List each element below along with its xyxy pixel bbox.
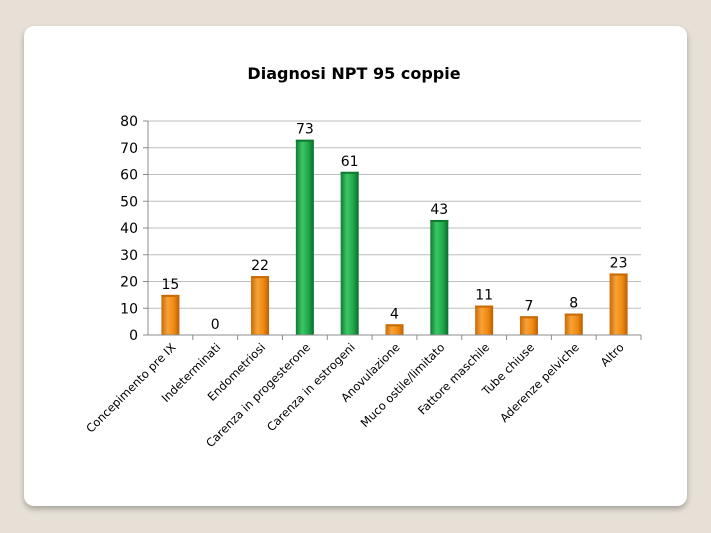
y-tick-label: 20	[120, 275, 138, 291]
x-tick-label: Concepimento pre IX	[83, 340, 178, 435]
gridlines	[148, 120, 641, 309]
bar	[430, 219, 449, 335]
bar	[340, 171, 359, 335]
y-tick-label: 50	[120, 194, 138, 210]
bar	[519, 316, 538, 335]
data-label: 22	[251, 258, 269, 274]
bar-top-edge	[609, 273, 628, 276]
bar	[385, 324, 404, 335]
bar	[609, 273, 628, 335]
bar	[475, 305, 494, 335]
bar	[564, 313, 583, 335]
bar-top-edge	[430, 219, 449, 222]
y-axis-ticks: 0 10 20 30 40 50 60 70 80	[120, 114, 148, 344]
x-tick-label: Carenza in estrogeni	[264, 340, 358, 434]
data-label: 61	[341, 154, 359, 170]
data-label: 8	[569, 296, 578, 312]
data-label: 4	[390, 306, 399, 322]
bar-top-edge	[161, 294, 180, 297]
x-tick-label: Altro	[598, 340, 627, 369]
bar-top-edge	[251, 276, 270, 279]
y-tick-label: 70	[120, 141, 138, 157]
chart-title: Diagnosi NPT 95 coppie	[247, 64, 460, 83]
x-tick-label: Muco ostile/limitato	[358, 340, 448, 430]
data-label: 7	[524, 298, 533, 314]
y-tick-label: 60	[120, 168, 138, 184]
y-tick-label: 0	[129, 328, 138, 344]
y-tick-label: 40	[120, 221, 138, 237]
bar	[161, 294, 180, 335]
y-tick-label: 30	[120, 248, 138, 264]
data-label: 0	[211, 317, 220, 333]
x-tick-label: Aderenze pelviche	[497, 340, 582, 425]
bar-top-edge	[564, 313, 583, 316]
bar-top-edge	[475, 305, 494, 308]
bar	[251, 276, 270, 335]
data-label: 43	[430, 202, 448, 218]
data-label: 11	[475, 288, 493, 304]
data-label: 15	[161, 277, 179, 293]
bar-top-edge	[295, 139, 314, 142]
data-labels: 15 0 22 73 61 4 43 11 7 8 23	[161, 122, 627, 333]
y-tick-label: 80	[120, 114, 138, 130]
x-axis-ticks: Concepimento pre IXIndeterminatiEndometr…	[83, 335, 642, 450]
bars	[161, 139, 628, 335]
y-tick-label: 10	[120, 301, 138, 317]
bar-top-edge	[519, 316, 538, 319]
bar	[295, 139, 314, 335]
bar-top-edge	[340, 171, 359, 174]
axes	[147, 121, 641, 336]
bar-top-edge	[385, 324, 404, 327]
data-label: 73	[296, 122, 314, 138]
data-label: 23	[610, 255, 628, 271]
